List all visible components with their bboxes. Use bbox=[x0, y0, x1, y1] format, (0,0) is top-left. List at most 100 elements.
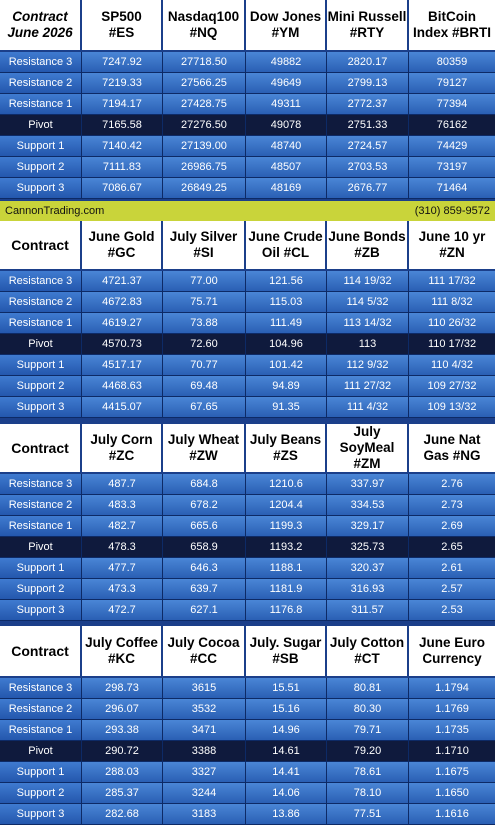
row-label: Pivot bbox=[0, 741, 82, 762]
level-value: 639.7 bbox=[163, 579, 246, 600]
corner-label: Contract June 2026 bbox=[0, 0, 82, 52]
column-header: July Corn #ZC bbox=[82, 424, 163, 474]
level-value: 79.71 bbox=[327, 720, 409, 741]
level-value: 2.65 bbox=[409, 537, 495, 558]
contract-text: Contract bbox=[11, 643, 69, 659]
row-label: Resistance 2 bbox=[0, 73, 82, 94]
level-value: 478.3 bbox=[82, 537, 163, 558]
header-row: Contract July Coffee #KC July Cocoa #CC July.… bbox=[0, 626, 495, 678]
row-label: Support 3 bbox=[0, 804, 82, 825]
level-row: Support 1 288.03 3327 14.41 78.61 1.1675 bbox=[0, 762, 495, 783]
column-header-line: June Euro bbox=[418, 635, 485, 650]
contract-label: Contract bbox=[0, 221, 82, 271]
level-value: 80.30 bbox=[327, 699, 409, 720]
level-row: Support 1 7140.42 27139.00 48740 2724.57 7442… bbox=[0, 136, 495, 157]
column-header: Mini Russell #RTY bbox=[327, 0, 409, 52]
level-value: 3532 bbox=[163, 699, 246, 720]
column-header-line: July Silver bbox=[169, 229, 238, 244]
column-header-line: #ZN bbox=[439, 245, 465, 260]
row-label: Support 1 bbox=[0, 355, 82, 376]
level-value: 49882 bbox=[246, 52, 327, 73]
level-value: 15.51 bbox=[246, 678, 327, 699]
column-header-line: #GC bbox=[107, 245, 136, 260]
pivot-row: Pivot 290.72 3388 14.61 79.20 1.1710 bbox=[0, 741, 495, 762]
column-header-line: #SB bbox=[272, 651, 299, 666]
level-value: 1188.1 bbox=[246, 558, 327, 579]
level-value: 110 4/32 bbox=[409, 355, 495, 376]
level-value: 80.81 bbox=[327, 678, 409, 699]
level-row: Support 1 4517.17 70.77 101.42 112 9/32 110 4… bbox=[0, 355, 495, 376]
level-value: 320.37 bbox=[327, 558, 409, 579]
level-value: 7086.67 bbox=[82, 178, 163, 199]
level-value: 2.61 bbox=[409, 558, 495, 579]
level-row: Support 2 7111.83 26986.75 48507 2703.53 7319… bbox=[0, 157, 495, 178]
level-row: Resistance 3 7247.92 27718.50 49882 2820.17 8… bbox=[0, 52, 495, 73]
level-value: 110 26/32 bbox=[409, 313, 495, 334]
column-header: June Gold #GC bbox=[82, 221, 163, 271]
column-header: SP500 #ES bbox=[82, 0, 163, 52]
level-value: 101.42 bbox=[246, 355, 327, 376]
level-value: 4415.07 bbox=[82, 397, 163, 418]
level-value: 15.16 bbox=[246, 699, 327, 720]
level-row: Support 3 4415.07 67.65 91.35 111 4/32 109 13… bbox=[0, 397, 495, 418]
column-header-line: #CC bbox=[189, 651, 217, 666]
level-value: 329.17 bbox=[327, 516, 409, 537]
row-label: Resistance 3 bbox=[0, 271, 82, 292]
level-value: 111 17/32 bbox=[409, 271, 495, 292]
section-indices: Contract June 2026 SP500 #ES Nasdaq100 #NQ Dow… bbox=[0, 0, 495, 199]
column-header-line: Dow Jones bbox=[249, 9, 322, 24]
contract-label: Contract bbox=[0, 424, 82, 474]
level-value: 76162 bbox=[409, 115, 495, 136]
level-value: 316.93 bbox=[327, 579, 409, 600]
level-row: Support 2 285.37 3244 14.06 78.10 1.1650 bbox=[0, 783, 495, 804]
level-value: 13.86 bbox=[246, 804, 327, 825]
column-header: Nasdaq100 #NQ bbox=[163, 0, 246, 52]
column-header: BitCoin Index #BRTI bbox=[409, 0, 495, 52]
level-row: Resistance 1 7194.17 27428.75 49311 2772.37 7… bbox=[0, 94, 495, 115]
level-value: 627.1 bbox=[163, 600, 246, 621]
row-label: Support 1 bbox=[0, 558, 82, 579]
level-value: 121.56 bbox=[246, 271, 327, 292]
level-row: Support 2 4468.63 69.48 94.89 111 27/32 109 2… bbox=[0, 376, 495, 397]
level-value: 2703.53 bbox=[327, 157, 409, 178]
column-header: Dow Jones #YM bbox=[246, 0, 327, 52]
level-value: 48169 bbox=[246, 178, 327, 199]
column-header-line: Nasdaq100 bbox=[167, 9, 240, 24]
level-value: 1.1769 bbox=[409, 699, 495, 720]
row-label: Support 1 bbox=[0, 762, 82, 783]
level-value: 67.65 bbox=[163, 397, 246, 418]
column-header-line: #ZC bbox=[108, 448, 135, 463]
level-value: 113 14/32 bbox=[327, 313, 409, 334]
level-value: 665.6 bbox=[163, 516, 246, 537]
column-header-line: #ZM bbox=[353, 456, 381, 471]
level-value: 473.3 bbox=[82, 579, 163, 600]
contract-text: Contract bbox=[11, 440, 69, 456]
level-value: 1199.3 bbox=[246, 516, 327, 537]
level-row: Support 3 7086.67 26849.25 48169 2676.77 7146… bbox=[0, 178, 495, 199]
column-header-line: Index #BRTI bbox=[412, 25, 491, 40]
column-header-line: June 10 yr bbox=[418, 229, 486, 244]
level-value: 334.53 bbox=[327, 495, 409, 516]
row-label: Resistance 2 bbox=[0, 699, 82, 720]
column-header-line: #SI bbox=[193, 245, 214, 260]
level-value: 7165.58 bbox=[82, 115, 163, 136]
level-row: Resistance 3 298.73 3615 15.51 80.81 1.1794 bbox=[0, 678, 495, 699]
row-label: Support 3 bbox=[0, 600, 82, 621]
level-value: 477.7 bbox=[82, 558, 163, 579]
row-label: Support 1 bbox=[0, 136, 82, 157]
level-value: 14.61 bbox=[246, 741, 327, 762]
level-value: 1.1616 bbox=[409, 804, 495, 825]
level-value: 2.69 bbox=[409, 516, 495, 537]
pivot-row: Pivot 7165.58 27276.50 49078 2751.33 76162 bbox=[0, 115, 495, 136]
level-row: Resistance 2 296.07 3532 15.16 80.30 1.1769 bbox=[0, 699, 495, 720]
level-value: 7111.83 bbox=[82, 157, 163, 178]
column-header-line: July bbox=[353, 424, 381, 439]
level-value: 77.00 bbox=[163, 271, 246, 292]
level-value: 2.76 bbox=[409, 474, 495, 495]
row-label: Resistance 1 bbox=[0, 720, 82, 741]
level-value: 111 4/32 bbox=[327, 397, 409, 418]
level-value: 109 27/32 bbox=[409, 376, 495, 397]
corner-line-2: June 2026 bbox=[7, 25, 73, 40]
column-header-line: BitCoin bbox=[428, 9, 476, 24]
level-value: 69.48 bbox=[163, 376, 246, 397]
